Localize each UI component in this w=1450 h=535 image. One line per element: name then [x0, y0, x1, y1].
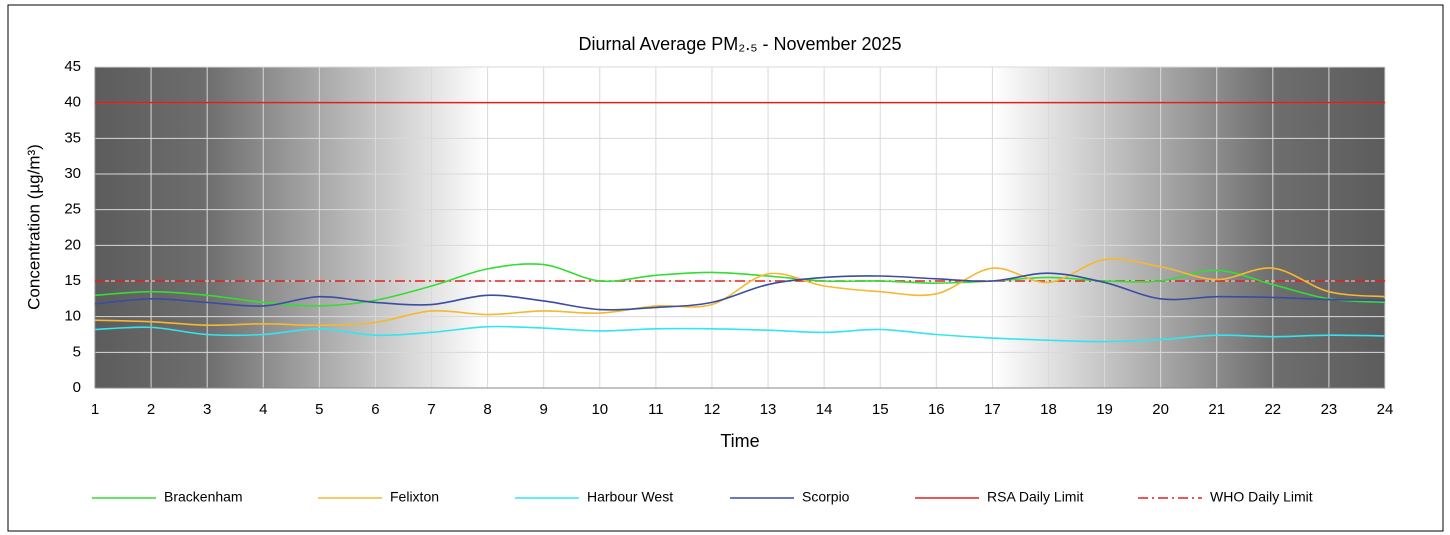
- x-tick-label: 21: [1208, 401, 1225, 418]
- x-tick-label: 12: [704, 401, 721, 418]
- x-tick-label: 6: [371, 401, 379, 418]
- x-tick-label: 5: [315, 401, 323, 418]
- y-tick-label: 0: [73, 379, 81, 396]
- x-tick-label: 2: [147, 401, 155, 418]
- x-tick-label: 24: [1377, 401, 1394, 418]
- y-tick-label: 15: [64, 272, 81, 289]
- x-axis-label: Time: [720, 431, 759, 451]
- y-tick-label: 30: [64, 165, 81, 182]
- x-tick-label: 19: [1096, 401, 1113, 418]
- chart-title: Diurnal Average PM₂.₅ - November 2025: [578, 34, 901, 54]
- x-tick-label: 17: [984, 401, 1001, 418]
- y-tick-label: 20: [64, 236, 81, 253]
- legend-label: Scorpio: [802, 489, 850, 505]
- x-tick-label: 18: [1040, 401, 1057, 418]
- y-axis-label: Concentration (µg/m³): [24, 144, 43, 310]
- x-tick-label: 22: [1264, 401, 1281, 418]
- x-tick-label: 10: [591, 401, 608, 418]
- y-tick-label: 45: [64, 58, 81, 75]
- x-tick-label: 23: [1321, 401, 1338, 418]
- legend-label: Harbour West: [587, 489, 673, 505]
- series-line: [94, 272, 1386, 311]
- x-tick-label: 7: [427, 401, 435, 418]
- x-tick-label: 8: [483, 401, 491, 418]
- series-line: [94, 258, 1386, 327]
- x-tick-label: 4: [259, 401, 267, 418]
- y-tick-label: 5: [73, 343, 81, 360]
- x-tick-label: 3: [203, 401, 211, 418]
- y-tick-label: 40: [64, 94, 81, 111]
- x-tick-label: 20: [1152, 401, 1169, 418]
- legend-label: Felixton: [390, 489, 439, 505]
- y-tick-label: 10: [64, 308, 81, 325]
- x-tick-label: 1: [91, 401, 99, 418]
- x-tick-label: 13: [760, 401, 777, 418]
- x-tick-label: 15: [872, 401, 889, 418]
- x-tick-label: 11: [648, 401, 664, 418]
- x-tick-label: 16: [928, 401, 945, 418]
- legend-label: WHO Daily Limit: [1210, 489, 1313, 505]
- legend-label: RSA Daily Limit: [987, 489, 1084, 505]
- plot-background: [95, 67, 1385, 388]
- series-line: [94, 325, 1386, 343]
- legend-label: Brackenham: [164, 489, 243, 505]
- x-tick-label: 14: [816, 401, 833, 418]
- y-tick-label: 35: [64, 129, 81, 146]
- series-line: [94, 263, 1386, 307]
- x-tick-label: 9: [540, 401, 548, 418]
- y-tick-label: 25: [64, 201, 81, 218]
